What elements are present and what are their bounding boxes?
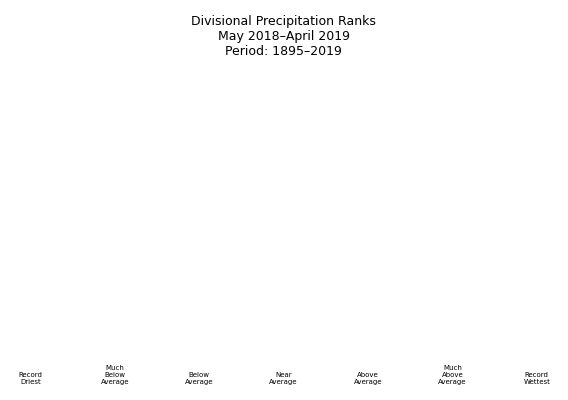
Text: Much
Above
Average: Much Above Average	[438, 365, 467, 385]
Text: Record
Driest: Record Driest	[18, 372, 42, 385]
Text: Near
Average: Near Average	[269, 372, 298, 385]
Text: Above
Average: Above Average	[354, 372, 382, 385]
Text: Below
Average: Below Average	[185, 372, 214, 385]
Text: Record
Wettest: Record Wettest	[523, 372, 550, 385]
Text: Much
Below
Average: Much Below Average	[101, 365, 129, 385]
Title: Divisional Precipitation Ranks
May 2018–April 2019
Period: 1895–2019: Divisional Precipitation Ranks May 2018–…	[191, 15, 376, 58]
